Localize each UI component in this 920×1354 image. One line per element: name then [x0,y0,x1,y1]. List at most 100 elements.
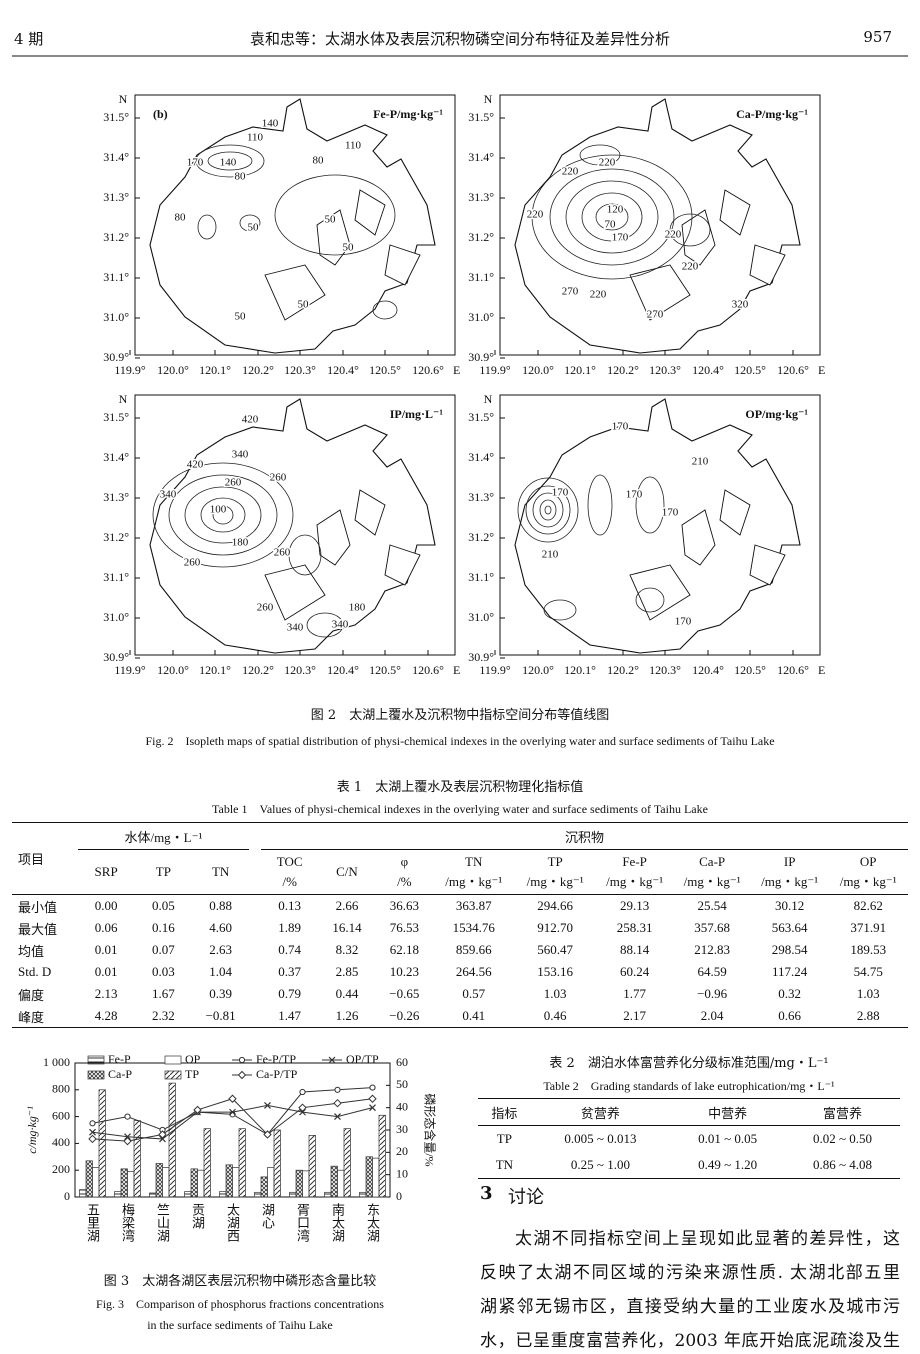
contour-label: 170 [612,421,629,433]
figure-caption: 图 3 太湖各湖区表层沉积物中磷形态含量比较 [103,1274,377,1289]
x-tick-label: 竺山湖 [155,1203,170,1242]
header-cell: IP/mg・kg⁻¹ [751,850,829,895]
header-cell: 中营养 [708,1105,748,1121]
table-cell: 0.49 ~ 1.20 [698,1157,758,1172]
contour-label: 220 [590,289,607,301]
land [264,264,326,321]
table-cell: 0.03 [151,964,175,979]
x-tick-label: 119.9° [479,663,511,677]
table: 指标 贫营养 中营养 富营养 TP 0.005 ~ 0.013 0.01 ~ 0.05 0.0… [478,1098,900,1179]
contour [532,492,564,528]
x-tick-label: 120.2° [242,663,274,677]
north-label: N [484,392,493,406]
map: IP/mg·L⁻¹ N 31.5° 31.4° 31.3° 31.2° 31.1° 31.0°… [103,392,460,677]
contour-label: 170 [675,616,692,628]
contour [184,486,262,544]
bar [133,1120,141,1198]
table-cell: 1.03 [543,986,567,1001]
contour-label: 340 [332,619,349,631]
table-cell: 1.67 [151,986,175,1001]
contour-label: 50 [298,299,310,311]
table-caption: Table 2 Grading standards of lake eutrop… [543,1079,835,1093]
table-cell: 0.37 [278,964,302,979]
y-tick-label: 31.4° [103,150,129,164]
bar [162,1167,170,1198]
spacer [249,850,261,895]
table-cell: 10.23 [389,964,419,979]
x-axis-unit: E [818,663,825,677]
x-tick-label: 120.0° [157,663,189,677]
lake-outline [149,398,436,654]
y-tick-label: 31.0° [468,610,494,624]
bar [127,1171,135,1198]
y2-tick-label: 40 [396,1099,408,1113]
north-label: N [119,392,128,406]
header-cell: TP [135,850,192,895]
table-cell: 560.47 [537,942,574,957]
contour-label: 220 [682,261,699,273]
table-cell: 4.60 [209,920,233,935]
legend-label: OP [185,1052,201,1066]
contour [531,154,693,280]
table-cell: 2.88 [856,1008,880,1023]
bar [302,1170,310,1198]
land [629,564,691,621]
table-cell: 2.04 [700,1008,724,1023]
header-cell: 贫营养 [580,1105,620,1121]
point [88,1134,97,1144]
bar [225,1164,233,1198]
table-cell: 371.91 [850,920,887,935]
land [749,244,786,286]
table-wrap: 指标 贫营养 中营养 富营养 TP 0.005 ~ 0.013 0.01 ~ 0.05 0.0… [478,1098,900,1179]
bar [273,1129,281,1198]
bar [98,1089,106,1198]
map-title: IP/mg·L⁻¹ [390,407,444,421]
header-line: TN [465,854,483,869]
legend-label: Ca-P [108,1067,132,1081]
panel-label: (b) [153,107,168,121]
point [193,1105,202,1115]
x-tick-label: 东太湖 [365,1203,380,1242]
table-cell: 363.87 [455,898,492,913]
bar [203,1128,211,1198]
table-cell: 153.16 [537,964,574,979]
x-tick-label: 贡湖 [190,1203,205,1229]
bar [359,1191,367,1198]
x-tick-label: 120.6° [412,663,444,677]
contour-label: 110 [345,140,362,152]
figure-caption: in the surface sediments of Taihu Lake [147,1318,333,1332]
header-line: Ca-P [699,854,726,869]
table-cell: 均值 [18,943,45,959]
figure-caption: Fig. 2 Isopleth maps of spatial distribu… [145,734,775,748]
header-line: TP [547,854,563,869]
table-cell: 76.53 [389,920,419,935]
x-tick-label: 120.5° [369,663,401,677]
bar [308,1135,316,1198]
contour-label: 260 [274,547,291,559]
x-axis-unit: E [453,663,460,677]
table-cell: 0.74 [278,942,302,957]
land [384,544,421,586]
table-cell: 0.88 [209,898,233,913]
y-tick-label: 800 [52,1082,70,1096]
contour-label: 50 [343,242,355,254]
table-cell: 82.62 [853,898,883,913]
figure-caption: 图 2 太湖上覆水及沉积物中指标空间分布等值线图 [310,708,610,723]
bar [120,1168,128,1198]
contour-label: 180 [232,537,249,549]
table-cell: −0.81 [205,1008,236,1023]
land [264,564,326,621]
point [369,1084,376,1091]
header-cell: OP/mg・kg⁻¹ [828,850,908,895]
y-tick-label: 31.1° [103,270,129,284]
table-cell: 2.66 [335,898,359,913]
y-tick-label: 30.9° [468,650,494,664]
contour-label: 270 [647,309,664,321]
table-wrap: 项目 水体/mg・L⁻¹ 沉积物 SRP TP TN TOC /% C/N φ /% TN/mg・kg… [12,822,908,1028]
contour [274,174,396,256]
contour-label: 340 [160,489,177,501]
section-title: 讨论 [508,1187,544,1208]
y-tick-label: 31.1° [468,570,494,584]
point [228,1094,237,1103]
